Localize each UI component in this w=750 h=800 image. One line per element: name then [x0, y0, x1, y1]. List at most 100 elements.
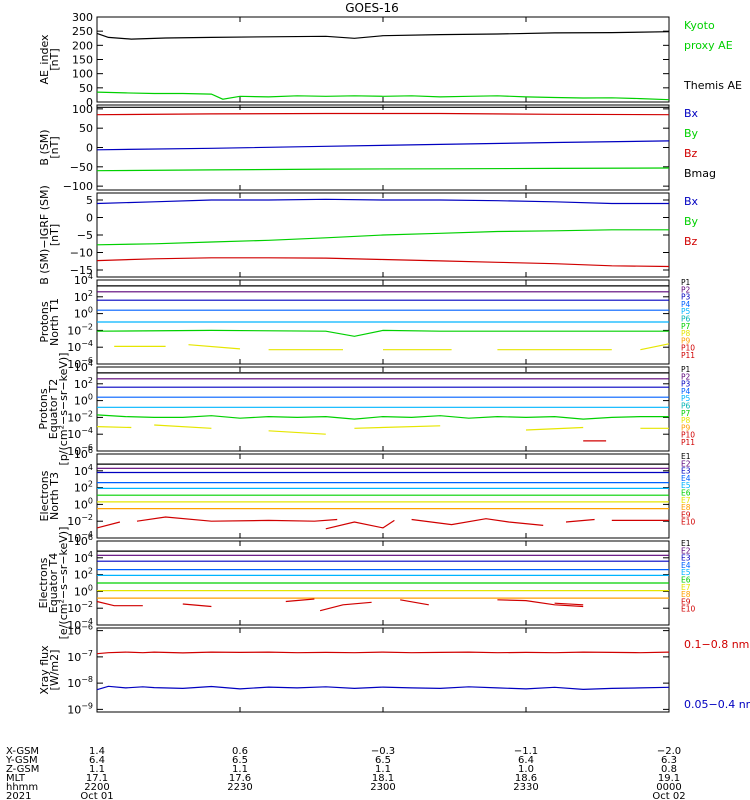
- y-tick-label: 5: [86, 194, 93, 207]
- xaxis-tick-value: 1.0: [518, 764, 534, 775]
- series-line: [96, 112, 670, 116]
- xaxis-tick-value: 17.6: [229, 773, 251, 784]
- panel-frame: [96, 627, 670, 713]
- panel-series-group: [96, 550, 669, 612]
- channel-label: E10: [681, 518, 696, 527]
- y-axis-label: North T1: [48, 298, 61, 346]
- xaxis-row-label: Z-GSM: [6, 764, 39, 775]
- panel-frame: [96, 104, 670, 191]
- y-tick-exponent: −2: [81, 322, 93, 331]
- legend-entry: By: [684, 127, 699, 140]
- xaxis-tick-value: 1.1: [232, 764, 248, 775]
- series-line: [182, 603, 212, 608]
- y-tick-exponent: 4: [88, 550, 93, 559]
- channel-label: E3: [681, 467, 691, 476]
- series-line: [96, 257, 670, 268]
- channel-label: E2: [681, 459, 691, 468]
- panel-series-group: [96, 31, 670, 101]
- y-tick-base: 10: [74, 585, 88, 598]
- y-tick-label: 100: [74, 393, 93, 408]
- y-tick-base: 10: [74, 569, 88, 582]
- channel-label: P10: [681, 344, 695, 353]
- channel-label: P1: [681, 278, 691, 287]
- xaxis-tick-value: 18.6: [515, 773, 537, 784]
- channel-label: P6: [681, 402, 691, 411]
- xaxis-tick-value: 18.1: [372, 773, 394, 784]
- y-axis-label: B (SM): [38, 129, 51, 165]
- y-tick-label: −15: [70, 264, 93, 277]
- y-tick-base: 10: [67, 411, 81, 424]
- series-line: [96, 329, 669, 337]
- y-tick-exponent: 2: [88, 567, 93, 576]
- series-line: [96, 31, 670, 40]
- y-tick-label: 100: [74, 306, 93, 321]
- y-tick-label: 10−2: [67, 513, 93, 528]
- channel-label: P9: [681, 336, 691, 345]
- y-tick-exponent: −6: [81, 623, 93, 632]
- y-tick-base: 10: [74, 448, 88, 461]
- xaxis-tick-value: 2230: [227, 782, 252, 793]
- y-axis-label: Equator T4: [47, 553, 60, 613]
- channel-label: P6: [681, 315, 691, 324]
- panel-2: 100 50 0 −50 −100 B (SM)[nT] Bx By Bz Bmag: [38, 103, 716, 193]
- y-axis-label: Electrons: [38, 470, 51, 521]
- channel-label: E5: [681, 481, 691, 490]
- series-line: [354, 425, 441, 429]
- y-tick-label: −5: [77, 229, 93, 242]
- y-tick-label: 104: [74, 272, 93, 287]
- legend-entry: 0.05−0.4 nm: [684, 698, 750, 711]
- panel-3: 5 0 −5 −10 −15 B (SM)−IGRF (SM)[nT] Bx By Bz: [38, 185, 699, 285]
- legend-entry: Bx: [684, 195, 699, 208]
- y-tick-base: 10: [67, 341, 81, 354]
- y-tick-label: −100: [63, 180, 93, 193]
- panel-frame: [96, 366, 670, 452]
- series-line: [154, 424, 212, 429]
- y-tick-exponent: 6: [88, 533, 93, 542]
- y-tick-label: 250: [72, 25, 93, 38]
- channel-label: E6: [681, 576, 691, 585]
- y-tick-label: 0: [86, 212, 93, 225]
- xaxis-tick-value: 17.1: [86, 773, 108, 784]
- series-line: [565, 518, 595, 523]
- y-tick-label: 102: [74, 289, 93, 304]
- panel-series-group: [96, 106, 670, 172]
- y-tick-label: 10−8: [67, 675, 93, 690]
- y-tick-label: 0: [86, 96, 93, 109]
- y-axis-label: [e/(cm²−s−sr−keV)]: [57, 527, 70, 640]
- y-axis-label: Equator T2: [47, 379, 60, 439]
- channel-label: P3: [681, 380, 691, 389]
- xaxis-row-label: Y-GSM: [5, 755, 38, 766]
- series-line: [96, 167, 670, 172]
- y-tick-base: 10: [74, 498, 88, 511]
- y-tick-base: 10: [74, 395, 88, 408]
- y-tick-label: 10−4: [67, 426, 93, 441]
- xaxis-tick-value: −2.0: [657, 746, 681, 757]
- y-tick-label: 0: [86, 142, 93, 155]
- series-line: [411, 518, 544, 526]
- xaxis-tick-value: 0.8: [661, 764, 677, 775]
- y-tick-exponent: 0: [88, 393, 93, 402]
- xaxis-tick-value: 6.3: [661, 755, 677, 766]
- y-tick-base: 10: [67, 625, 81, 638]
- y-tick-label: 50: [79, 82, 93, 95]
- y-tick-base: 10: [67, 619, 81, 632]
- y-tick-label: 100: [74, 583, 93, 598]
- channel-label: E9: [681, 597, 691, 606]
- xaxis-tick-value: −0.3: [371, 746, 395, 757]
- y-tick-label: 100: [74, 496, 93, 511]
- y-tick-exponent: −7: [81, 649, 93, 658]
- y-axis-label: Xray flux: [38, 645, 51, 695]
- y-tick-exponent: 0: [88, 583, 93, 592]
- series-line: [319, 601, 372, 612]
- y-tick-label: 10−6: [67, 356, 93, 371]
- series-line: [285, 598, 315, 603]
- series-line: [96, 651, 670, 655]
- y-axis-label: Electrons: [37, 557, 50, 608]
- y-tick-label: −10: [70, 247, 93, 260]
- panel-series-group: [96, 651, 670, 691]
- channel-label: P8: [681, 329, 691, 338]
- legend-entry: Bx: [684, 107, 699, 120]
- y-axis-label: [nT]: [48, 48, 61, 70]
- xaxis-tick-value: Oct 01: [80, 791, 113, 800]
